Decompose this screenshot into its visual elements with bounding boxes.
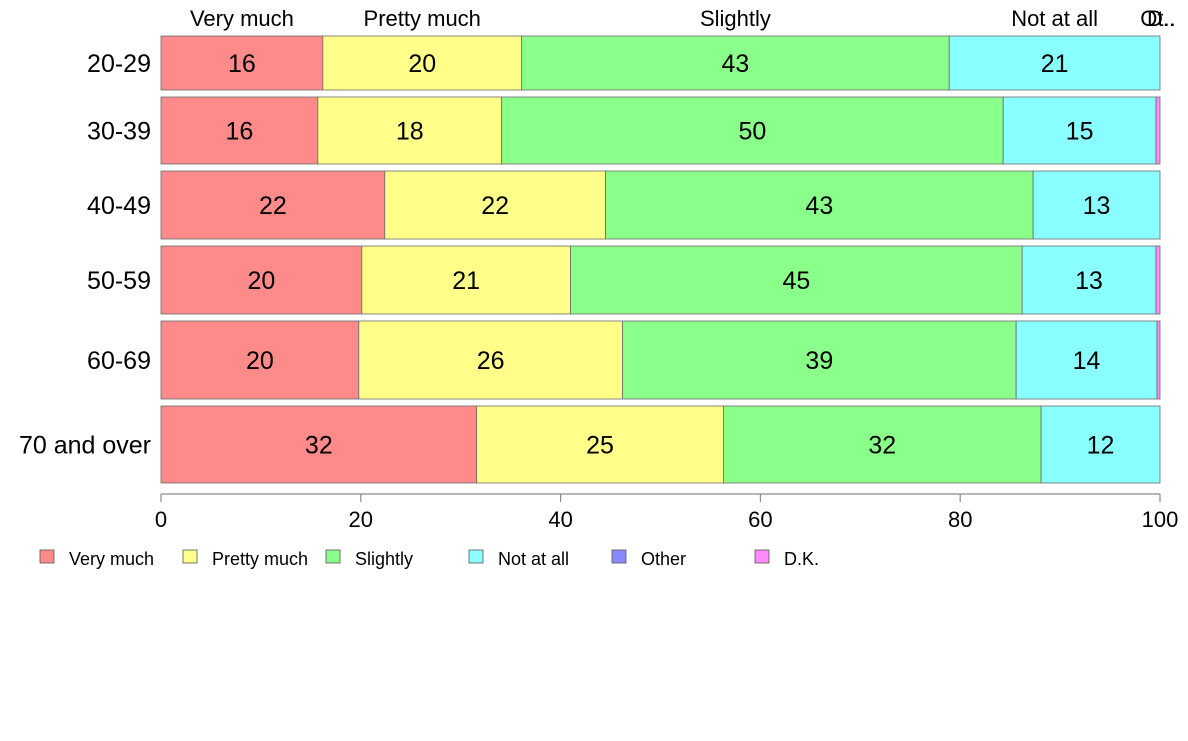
legend-label-other: Other — [641, 549, 686, 569]
data-label-60-69-not-at-all: 14 — [1073, 347, 1101, 375]
bar-segment-50-59-very-much — [160, 245, 363, 315]
legend-label-pretty-much: Pretty much — [212, 549, 308, 569]
x-tick-label-60: 60 — [748, 507, 772, 532]
bar-segment-70-and-over-pretty-much — [476, 405, 724, 484]
data-label-20-29-pretty-much: 20 — [408, 50, 436, 78]
legend-swatch-pretty-much — [182, 549, 198, 564]
legend: Very much Pretty much Slightly Not at all Ot… — [39, 549, 819, 569]
bar-segment-70-and-over-very-much — [160, 405, 478, 484]
top-label-pretty-much: Pretty much — [364, 6, 481, 31]
data-label-50-59-pretty-much: 21 — [452, 267, 480, 295]
bar-segment-20-29-not-at-all — [948, 35, 1161, 91]
legend-swatch-slightly — [325, 549, 341, 564]
data-label-60-69-slightly: 39 — [805, 347, 833, 375]
data-label-30-39-not-at-all: 15 — [1066, 118, 1094, 146]
data-label-40-49-not-at-all: 13 — [1083, 192, 1111, 220]
bar-segment-20-29-pretty-much — [322, 35, 523, 91]
category-label-50-59: 50-59 — [87, 267, 151, 295]
legend-swatch-d-k — [754, 549, 770, 564]
data-label-30-39-pretty-much: 18 — [396, 118, 424, 146]
bar-segment-30-39-pretty-much — [317, 96, 503, 165]
bar-segment-60-69-slightly — [622, 320, 1017, 400]
category-labels-layer: 20-29 30-39 40-49 50-59 60-69 70 and over — [19, 50, 151, 460]
bar-segment-60-69-pretty-much — [358, 320, 623, 400]
legend-label-very-much: Very much — [69, 549, 154, 569]
category-label-30-39: 30-39 — [87, 118, 151, 146]
bar-segment-70-and-over-not-at-all — [1040, 405, 1161, 484]
bar-segment-20-29-very-much — [160, 35, 324, 91]
bar-segment-20-29-slightly — [521, 35, 950, 91]
data-label-20-29-very-much: 16 — [228, 50, 256, 78]
bar-segment-30-39-slightly — [501, 96, 1004, 165]
bar-segment-60-69-very-much — [160, 320, 360, 400]
bar-segment-40-49-pretty-much — [384, 170, 606, 240]
top-label-other: Ot.. — [1140, 6, 1175, 31]
bar-segment-30-39-d-k — [1155, 96, 1161, 165]
data-label-20-29-not-at-all: 21 — [1041, 50, 1069, 78]
data-label-30-39-very-much: 16 — [226, 118, 254, 146]
bar-segment-50-59-d-k — [1155, 245, 1161, 315]
category-label-70-and-over: 70 and over — [19, 432, 151, 460]
data-label-60-69-pretty-much: 26 — [477, 347, 505, 375]
category-label-60-69: 60-69 — [87, 347, 151, 375]
data-label-40-49-slightly: 43 — [805, 192, 833, 220]
x-tick-label-80: 80 — [948, 507, 972, 532]
bar-segment-50-59-slightly — [570, 245, 1023, 315]
data-label-20-29-slightly: 43 — [722, 50, 750, 78]
top-labels-layer: Very much Pretty much Slightly Not at all Ot… — [190, 6, 1176, 31]
bar-segment-40-49-not-at-all — [1032, 170, 1161, 240]
bars-layer — [160, 35, 1161, 484]
data-label-50-59-very-much: 20 — [247, 267, 275, 295]
top-label-not-at-all: Not at all — [1011, 6, 1098, 31]
data-label-50-59-slightly: 45 — [782, 267, 810, 295]
bar-segment-70-and-over-slightly — [723, 405, 1042, 484]
bar-segment-60-69-not-at-all — [1015, 320, 1158, 400]
data-label-70-and-over-slightly: 32 — [868, 432, 896, 460]
category-label-20-29: 20-29 — [87, 50, 151, 78]
x-tick-label-100: 100 — [1142, 507, 1179, 532]
top-label-slightly: Slightly — [700, 6, 771, 31]
bar-segment-30-39-not-at-all — [1002, 96, 1157, 165]
top-label-very-much: Very much — [190, 6, 294, 31]
legend-label-slightly: Slightly — [355, 549, 413, 569]
data-label-70-and-over-not-at-all: 12 — [1087, 432, 1115, 460]
legend-swatch-very-much — [39, 549, 55, 564]
data-label-40-49-very-much: 22 — [259, 192, 287, 220]
bar-segment-50-59-pretty-much — [361, 245, 571, 315]
x-axis: 0 20 40 60 80 100 — [155, 493, 1179, 532]
data-label-60-69-very-much: 20 — [246, 347, 274, 375]
x-tick-label-20: 20 — [349, 507, 373, 532]
top-label-d-k: D.. — [1147, 6, 1175, 31]
legend-label-d-k: D.K. — [784, 549, 819, 569]
bar-segment-40-49-very-much — [160, 170, 386, 240]
category-label-40-49: 40-49 — [87, 192, 151, 220]
legend-swatch-not-at-all — [468, 549, 484, 564]
data-label-50-59-not-at-all: 13 — [1075, 267, 1103, 295]
legend-label-not-at-all: Not at all — [498, 549, 569, 569]
data-label-70-and-over-very-much: 32 — [305, 432, 333, 460]
x-tick-label-0: 0 — [155, 507, 167, 532]
bar-segment-60-69-d-k — [1156, 320, 1161, 400]
segment-labels-layer: 16 20 43 21 16 18 50 15 22 22 43 13 20 21 45 13 20 26 39 14… — [226, 50, 1115, 460]
bar-segment-50-59-not-at-all — [1021, 245, 1157, 315]
data-label-30-39-slightly: 50 — [739, 118, 767, 146]
data-label-70-and-over-pretty-much: 25 — [586, 432, 614, 460]
bar-segment-30-39-very-much — [160, 96, 319, 165]
x-tick-label-40: 40 — [548, 507, 572, 532]
data-label-40-49-pretty-much: 22 — [481, 192, 509, 220]
legend-swatch-other — [611, 549, 627, 564]
